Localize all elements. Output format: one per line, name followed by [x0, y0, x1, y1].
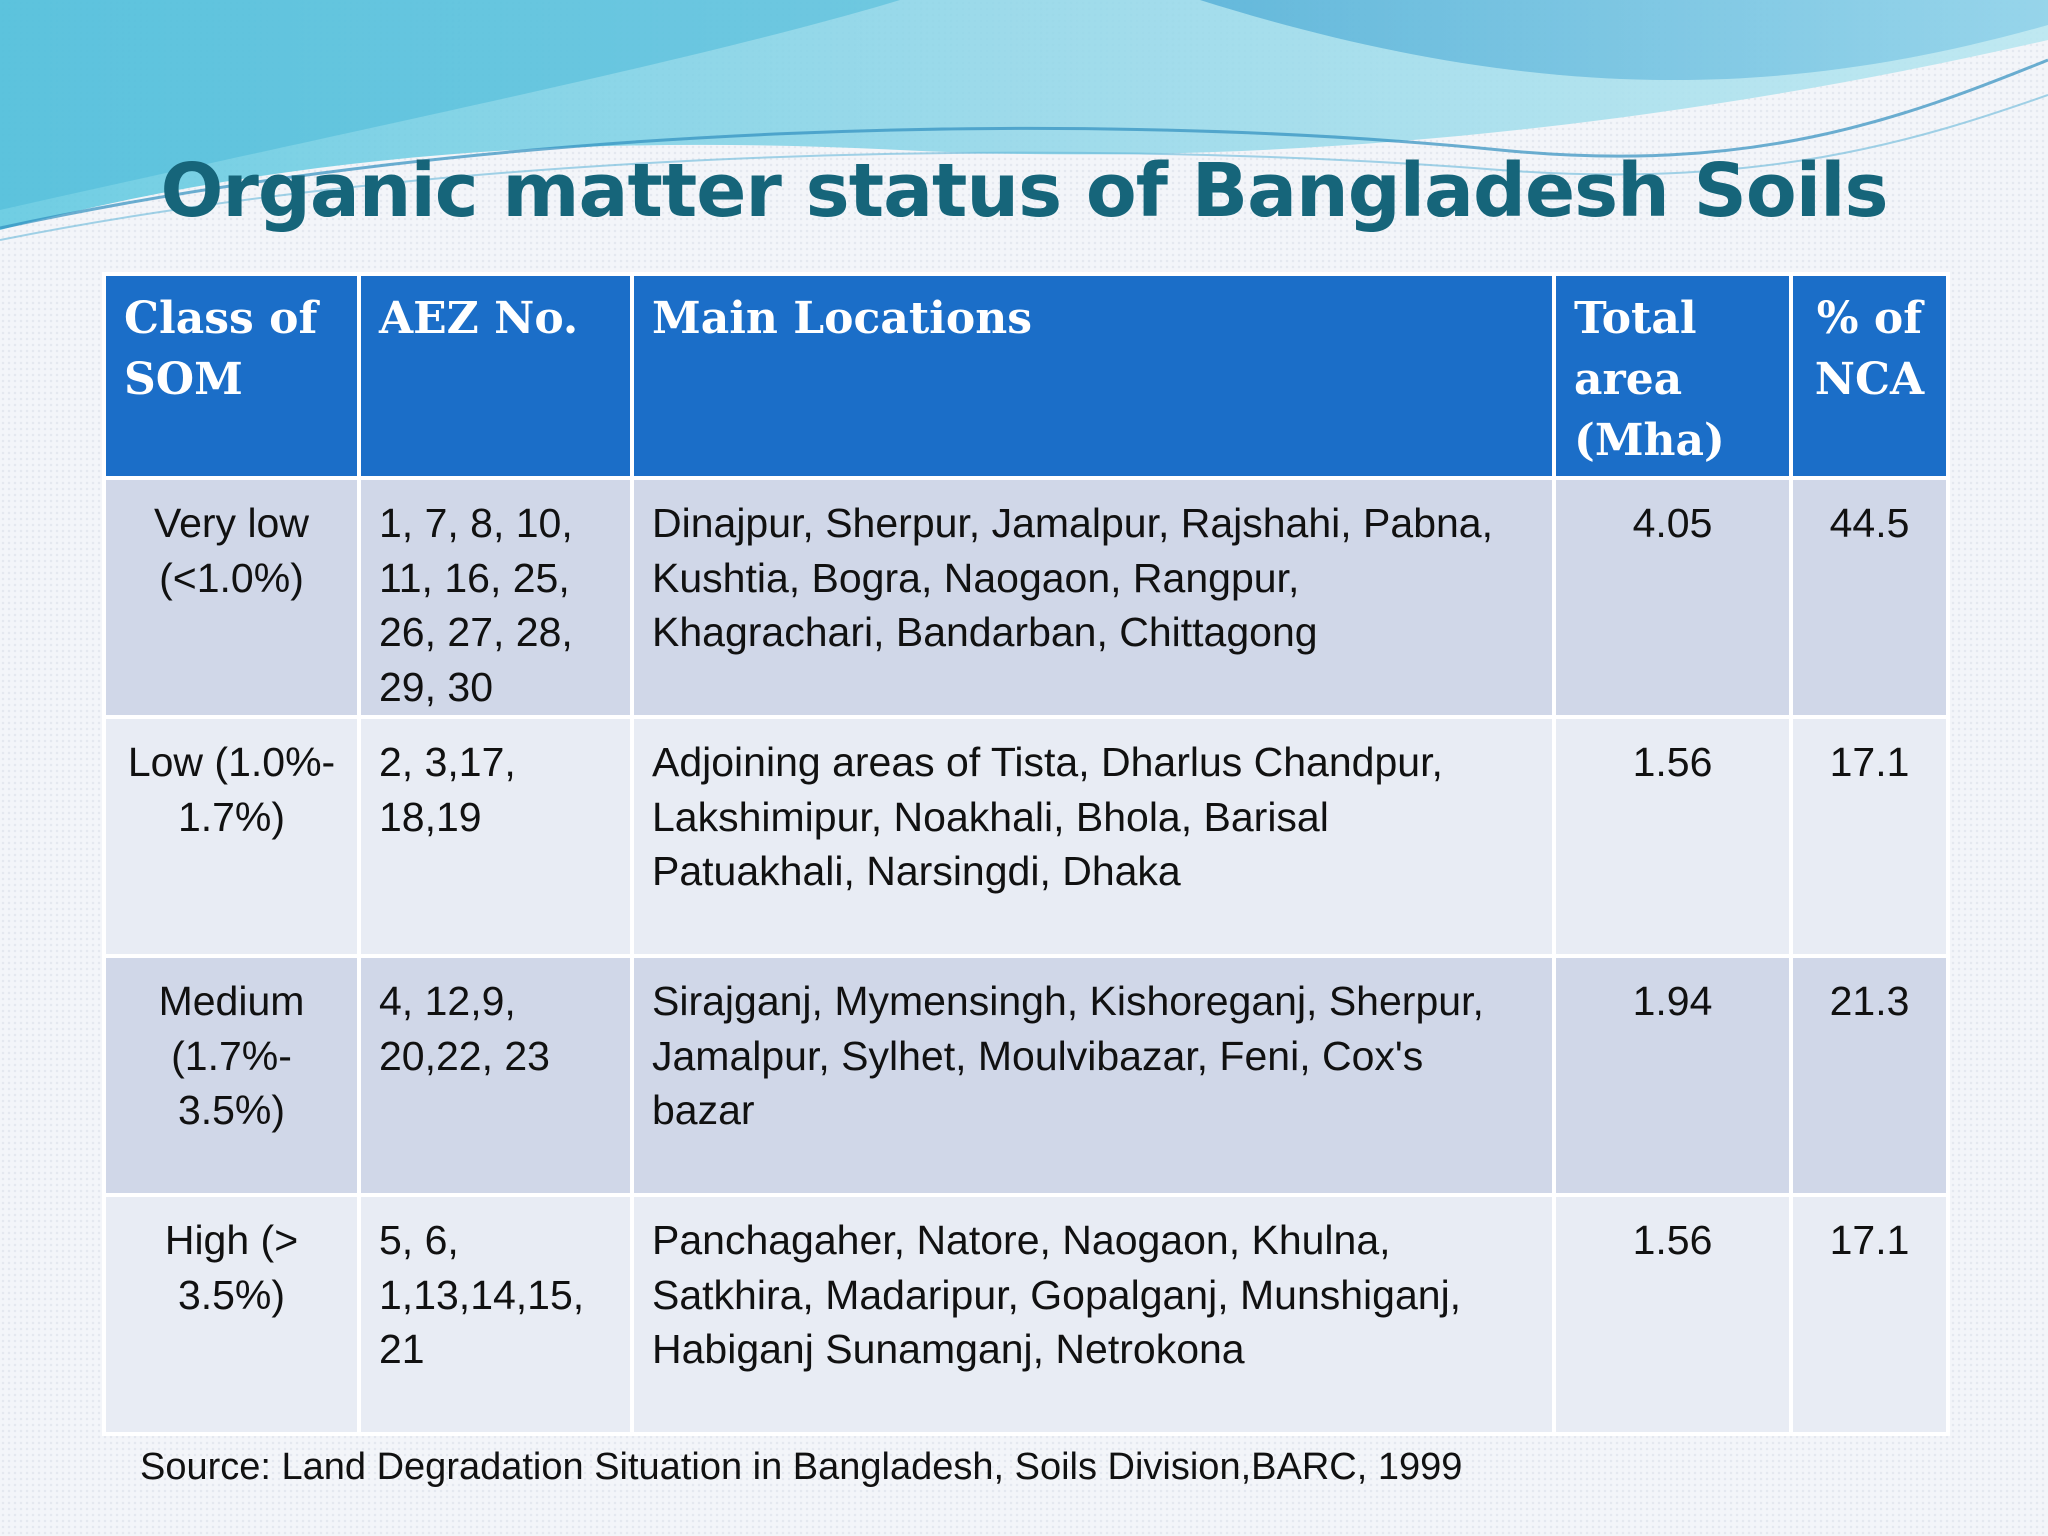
cell-area: 1.94 [1552, 954, 1793, 1197]
table-row: High (> 3.5%) 5, 6, 1,13,14,15, 21 Panch… [102, 1193, 1950, 1436]
header-pct-nca: % of NCA [1789, 272, 1950, 480]
cell-aez: 4, 12,9, 20,22, 23 [357, 954, 634, 1197]
header-aez-no: AEZ No. [357, 272, 634, 480]
header-class-of-som: Class of SOM [102, 272, 361, 480]
page-title: Organic matter status of Bangladesh Soil… [160, 148, 1888, 234]
header-wave-decoration [0, 0, 2048, 241]
cell-locations: Sirajganj, Mymensingh, Kishoreganj, Sher… [630, 954, 1556, 1197]
cell-pct: 21.3 [1789, 954, 1950, 1197]
cell-pct: 44.5 [1789, 476, 1950, 719]
cell-area: 1.56 [1552, 715, 1793, 958]
cell-locations: Adjoining areas of Tista, Dharlus Chandp… [630, 715, 1556, 958]
cell-class: High (> 3.5%) [102, 1193, 361, 1436]
table-row: Low (1.0%- 1.7%) 2, 3,17, 18,19 Adjoinin… [102, 715, 1950, 958]
cell-area: 4.05 [1552, 476, 1793, 719]
cell-aez: 2, 3,17, 18,19 [357, 715, 634, 958]
source-citation: Source: Land Degradation Situation in Ba… [140, 1446, 1463, 1488]
som-table: Class of SOM AEZ No. Main Locations Tota… [102, 272, 1950, 1436]
cell-pct: 17.1 [1789, 715, 1950, 958]
cell-class: Very low (<1.0%) [102, 476, 361, 719]
cell-pct: 17.1 [1789, 1193, 1950, 1436]
table-row: Medium (1.7%- 3.5%) 4, 12,9, 20,22, 23 S… [102, 954, 1950, 1197]
cell-locations: Panchagaher, Natore, Naogaon, Khulna, Sa… [630, 1193, 1556, 1436]
cell-class: Medium (1.7%- 3.5%) [102, 954, 361, 1197]
header-total-area: Total area (Mha) [1552, 272, 1793, 480]
cell-locations: Dinajpur, Sherpur, Jamalpur, Rajshahi, P… [630, 476, 1556, 719]
cell-aez: 5, 6, 1,13,14,15, 21 [357, 1193, 634, 1436]
header-main-locations: Main Locations [630, 272, 1556, 480]
cell-aez: 1, 7, 8, 10, 11, 16, 25, 26, 27, 28, 29,… [357, 476, 634, 719]
cell-area: 1.56 [1552, 1193, 1793, 1436]
table-header-row: Class of SOM AEZ No. Main Locations Tota… [102, 272, 1950, 480]
table-row: Very low (<1.0%) 1, 7, 8, 10, 11, 16, 25… [102, 476, 1950, 719]
cell-class: Low (1.0%- 1.7%) [102, 715, 361, 958]
